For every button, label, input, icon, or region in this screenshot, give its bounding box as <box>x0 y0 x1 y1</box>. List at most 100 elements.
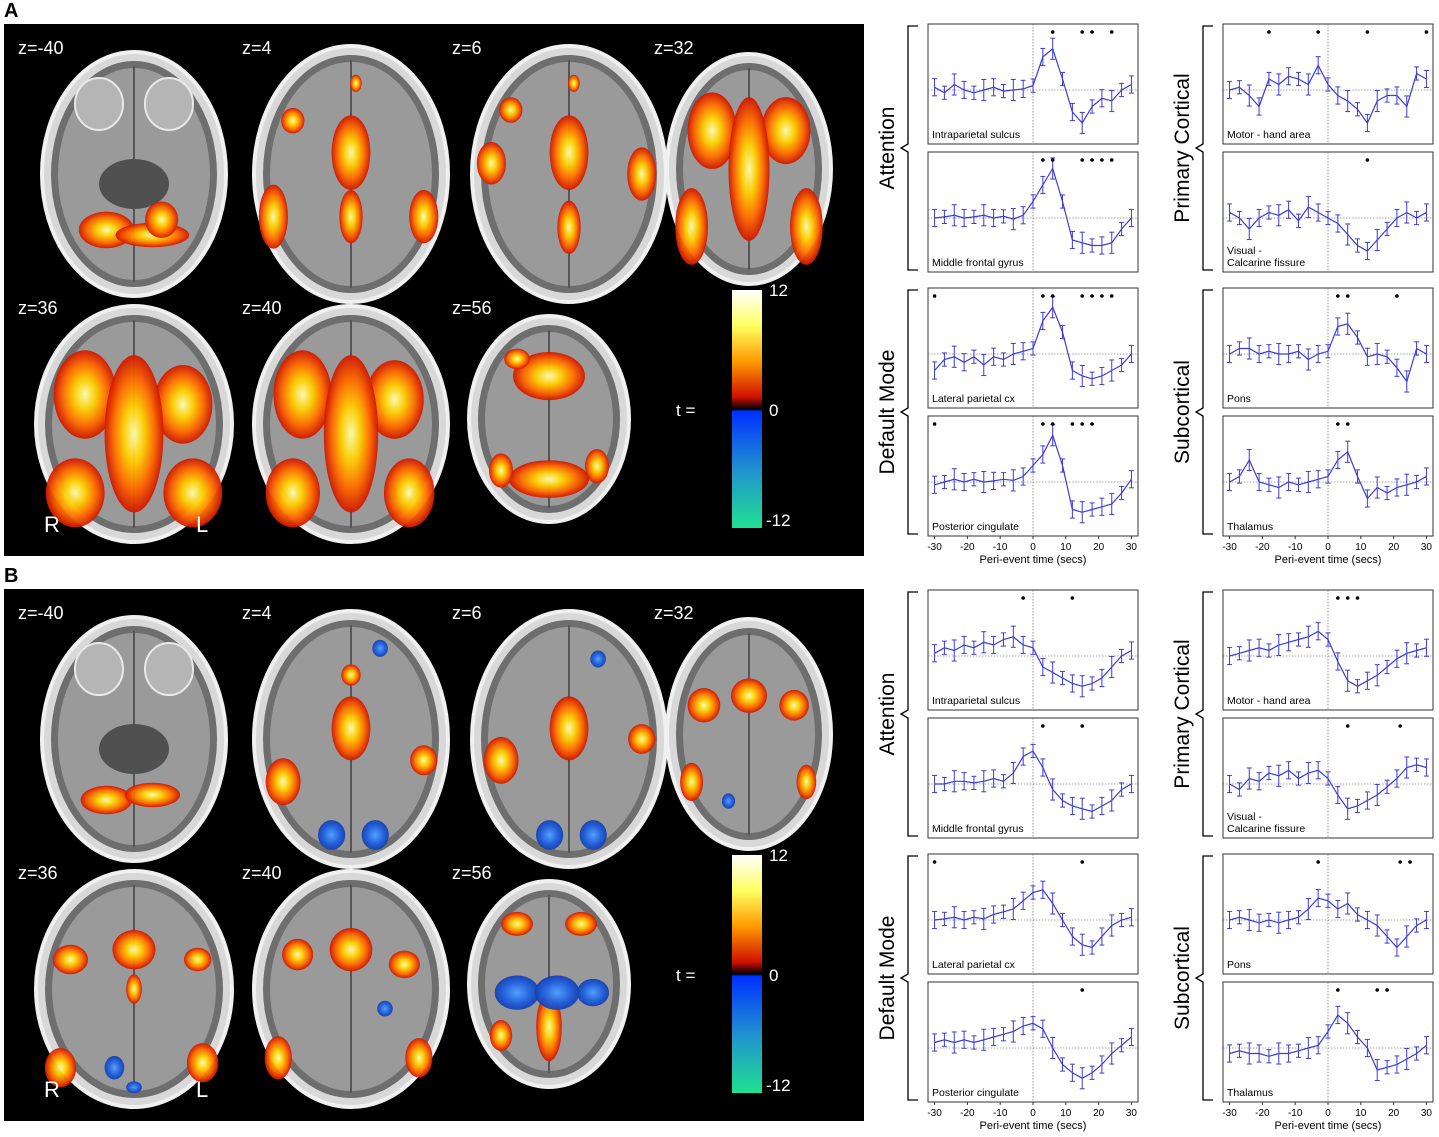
activation-hot <box>183 947 212 972</box>
timecourse-chart: Visual -Calcarine fissure <box>1222 151 1434 273</box>
region-label: Calcarine fissure <box>1227 823 1305 835</box>
activation-hot <box>323 355 379 513</box>
group-bracket <box>899 591 918 837</box>
slice-label: z=32 <box>654 603 694 623</box>
brain-slice <box>252 869 450 1109</box>
activation-hot <box>409 190 439 244</box>
group-label: Subcortical <box>1171 926 1194 1030</box>
significance-dot <box>1090 422 1094 426</box>
x-axis-label: Peri-event time (secs) <box>1275 554 1382 566</box>
significance-dot <box>1050 294 1055 298</box>
activation-hot <box>383 458 435 528</box>
group-bracket <box>1194 25 1213 271</box>
slice-label: z=-40 <box>18 603 64 623</box>
series-line <box>1229 1014 1427 1071</box>
group-label: Primary Cortical <box>1171 639 1194 788</box>
eye-orbit <box>144 77 194 131</box>
activation-hot <box>186 1043 219 1083</box>
brainstem <box>99 159 169 209</box>
activation-cold <box>372 639 388 657</box>
timecourse-chart: Middle frontal gyrus <box>927 717 1139 839</box>
x-tick-label: 20 <box>1093 542 1105 553</box>
x-tick-label: -30 <box>927 1108 942 1119</box>
significance-dot <box>1385 988 1389 992</box>
timecourse-chart: Posterior cingulate <box>927 981 1139 1103</box>
activation-cold <box>721 793 736 809</box>
x-tick-label: 30 <box>1421 542 1433 553</box>
activation-hot <box>265 458 320 528</box>
brain-slice <box>252 44 450 304</box>
orientation-right-label: R <box>44 512 60 537</box>
brain-slices-a-canvas: z=-40 z=4 z=6 z=32 z=36 z=40 z=56 R L 12 0 -12 t = <box>18 38 833 544</box>
significance-dot <box>1109 158 1114 162</box>
significance-dot <box>1050 30 1055 34</box>
timecourse-charts-a: Intraparietal sulcus Middle frontal gyrus… <box>866 18 1439 570</box>
x-tick-label: -30 <box>1222 542 1237 553</box>
activation-hot <box>728 97 770 241</box>
group-bracket <box>1194 591 1213 837</box>
series-line <box>934 433 1132 513</box>
activation-hot <box>45 458 105 528</box>
significance-dot <box>932 860 937 864</box>
region-label: Intraparietal sulcus <box>932 695 1020 707</box>
significance-dot <box>1345 294 1350 298</box>
activation-hot <box>44 1048 77 1088</box>
brain-slice <box>34 304 234 544</box>
significance-dot <box>1041 422 1045 426</box>
activation-hot <box>513 352 585 401</box>
colorbar-zero-label: 0 <box>769 401 778 420</box>
x-tick-label: -10 <box>1288 542 1303 553</box>
significance-dot <box>1109 30 1114 34</box>
activation-hot <box>730 678 768 713</box>
timecourse-charts-b: Intraparietal sulcus Middle frontal gyrus… <box>866 584 1439 1137</box>
timecourse-charts-b-canvas: Intraparietal sulcus Middle frontal gyrus… <box>876 589 1434 1132</box>
slice-label: z=-40 <box>18 38 64 58</box>
activation-hot <box>499 97 523 123</box>
significance-dot <box>1408 860 1412 864</box>
x-tick-label: 20 <box>1093 1108 1105 1119</box>
brain-slice <box>470 609 668 869</box>
significance-dot <box>1041 158 1045 162</box>
colorbar-min-label: -12 <box>766 1076 791 1095</box>
activation-hot <box>331 696 371 761</box>
series-line <box>934 750 1132 813</box>
significance-dot <box>1267 30 1271 34</box>
significance-dot <box>1365 30 1370 34</box>
activation-hot <box>350 74 362 92</box>
colorbar-max-label: 12 <box>769 846 788 865</box>
activation-hot <box>126 974 142 1004</box>
activation-hot <box>568 74 580 92</box>
significance-dot <box>1316 30 1320 34</box>
activation-hot <box>536 992 562 1062</box>
group-bracket <box>1194 855 1213 1101</box>
activation-hot <box>405 1038 433 1078</box>
significance-dot <box>1070 422 1075 426</box>
significance-dot <box>1345 724 1350 728</box>
timecourse-chart: Visual -Calcarine fissure <box>1222 717 1434 839</box>
group-bracket <box>899 289 918 535</box>
eye-orbit <box>144 642 194 696</box>
activation-cold <box>590 650 606 668</box>
series-line <box>1229 630 1427 687</box>
activation-hot <box>549 696 589 761</box>
x-tick-label: -20 <box>1255 1108 1270 1119</box>
x-tick-label: 30 <box>1126 1108 1138 1119</box>
slice-label: z=6 <box>452 603 482 623</box>
activation-hot <box>112 930 156 970</box>
colorbar-max-label: 12 <box>769 281 788 300</box>
slice-label: z=4 <box>242 603 272 623</box>
activation-hot <box>796 764 817 800</box>
significance-dot <box>1109 294 1114 298</box>
group-label: Subcortical <box>1171 360 1194 464</box>
x-axis-label: Peri-event time (secs) <box>980 1120 1087 1132</box>
slice-label: z=36 <box>18 863 58 883</box>
activation-hot <box>365 360 424 439</box>
x-tick-label: 0 <box>1325 542 1331 553</box>
timecourse-chart: Pons <box>1222 853 1434 975</box>
series-line <box>1229 63 1427 125</box>
activation-hot <box>163 458 223 528</box>
activation-hot <box>80 785 133 815</box>
group-label: Attention <box>876 107 899 190</box>
activation-hot <box>329 928 373 972</box>
activation-hot <box>410 745 438 776</box>
